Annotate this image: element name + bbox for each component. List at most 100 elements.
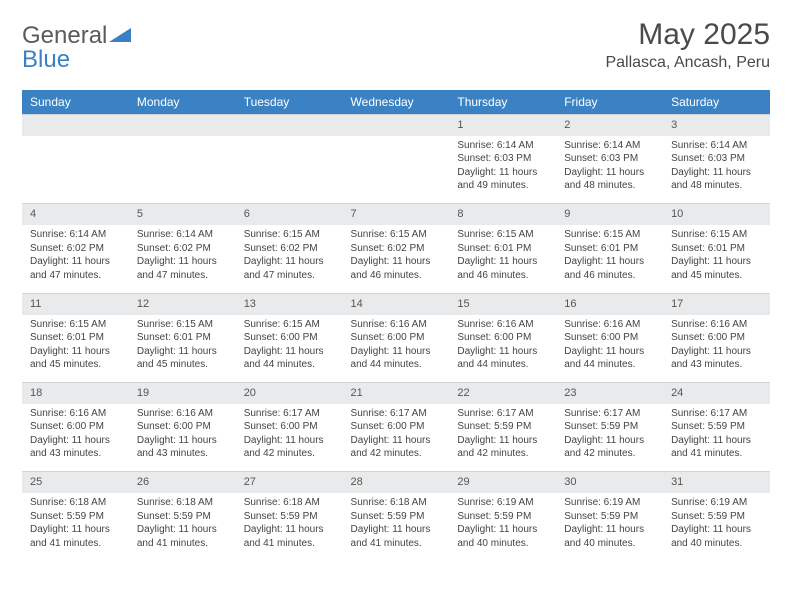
sunset-text: Sunset: 5:59 PM: [564, 420, 655, 434]
day-number-cell: 4: [22, 204, 129, 225]
daylight-text: and 43 minutes.: [137, 447, 228, 461]
day-number-cell: [236, 115, 343, 136]
day-detail-row: Sunrise: 6:14 AMSunset: 6:03 PMDaylight:…: [22, 136, 770, 204]
daylight-text: and 44 minutes.: [351, 358, 442, 372]
daylight-text: Daylight: 11 hours: [564, 255, 655, 269]
sunrise-text: Sunrise: 6:17 AM: [457, 407, 548, 421]
sunrise-text: Sunrise: 6:14 AM: [564, 139, 655, 153]
sunset-text: Sunset: 6:01 PM: [564, 242, 655, 256]
day-number-cell: 31: [663, 472, 770, 493]
daylight-text: Daylight: 11 hours: [351, 255, 442, 269]
daylight-text: Daylight: 11 hours: [351, 523, 442, 537]
daylight-text: and 45 minutes.: [30, 358, 121, 372]
day-number-cell: 26: [129, 472, 236, 493]
daylight-text: and 47 minutes.: [30, 269, 121, 283]
day-number-cell: 17: [663, 293, 770, 314]
page-header: General May 2025 Pallasca, Ancash, Peru: [22, 18, 770, 72]
day-header: Monday: [129, 90, 236, 115]
sunset-text: Sunset: 6:00 PM: [244, 420, 335, 434]
location-text: Pallasca, Ancash, Peru: [605, 54, 770, 72]
day-detail-row: Sunrise: 6:14 AMSunset: 6:02 PMDaylight:…: [22, 225, 770, 293]
day-number-cell: 9: [556, 204, 663, 225]
sunset-text: Sunset: 6:02 PM: [30, 242, 121, 256]
day-number-row: 11121314151617: [22, 293, 770, 314]
daylight-text: Daylight: 11 hours: [671, 255, 762, 269]
sunrise-text: Sunrise: 6:14 AM: [671, 139, 762, 153]
sunrise-text: Sunrise: 6:16 AM: [457, 318, 548, 332]
sunset-text: Sunset: 6:00 PM: [351, 420, 442, 434]
sunrise-text: Sunrise: 6:17 AM: [351, 407, 442, 421]
sunrise-text: Sunrise: 6:15 AM: [30, 318, 121, 332]
day-number-row: 25262728293031: [22, 472, 770, 493]
day-detail-cell: Sunrise: 6:16 AMSunset: 6:00 PMDaylight:…: [129, 404, 236, 472]
calendar-body: 123Sunrise: 6:14 AMSunset: 6:03 PMDaylig…: [22, 115, 770, 562]
sunset-text: Sunset: 6:01 PM: [671, 242, 762, 256]
sunset-text: Sunset: 5:59 PM: [671, 510, 762, 524]
sunrise-text: Sunrise: 6:19 AM: [564, 496, 655, 510]
day-detail-cell: [236, 136, 343, 204]
daylight-text: and 47 minutes.: [244, 269, 335, 283]
sunrise-text: Sunrise: 6:15 AM: [244, 228, 335, 242]
day-number-cell: 27: [236, 472, 343, 493]
daylight-text: and 46 minutes.: [457, 269, 548, 283]
day-number-cell: 14: [343, 293, 450, 314]
daylight-text: and 41 minutes.: [137, 537, 228, 551]
day-number-cell: 16: [556, 293, 663, 314]
day-detail-cell: Sunrise: 6:16 AMSunset: 6:00 PMDaylight:…: [663, 315, 770, 383]
day-number-cell: 1: [449, 115, 556, 136]
sunrise-text: Sunrise: 6:16 AM: [671, 318, 762, 332]
daylight-text: and 43 minutes.: [671, 358, 762, 372]
day-detail-cell: Sunrise: 6:17 AMSunset: 5:59 PMDaylight:…: [556, 404, 663, 472]
daylight-text: Daylight: 11 hours: [671, 345, 762, 359]
daylight-text: and 41 minutes.: [671, 447, 762, 461]
daylight-text: Daylight: 11 hours: [244, 523, 335, 537]
daylight-text: and 44 minutes.: [457, 358, 548, 372]
sunset-text: Sunset: 5:59 PM: [137, 510, 228, 524]
sunrise-text: Sunrise: 6:15 AM: [457, 228, 548, 242]
day-header: Sunday: [22, 90, 129, 115]
day-detail-cell: Sunrise: 6:16 AMSunset: 6:00 PMDaylight:…: [22, 404, 129, 472]
day-number-cell: 11: [22, 293, 129, 314]
sunset-text: Sunset: 5:59 PM: [30, 510, 121, 524]
day-detail-cell: Sunrise: 6:16 AMSunset: 6:00 PMDaylight:…: [556, 315, 663, 383]
daylight-text: and 45 minutes.: [137, 358, 228, 372]
sunset-text: Sunset: 6:00 PM: [137, 420, 228, 434]
daylight-text: Daylight: 11 hours: [457, 345, 548, 359]
sunset-text: Sunset: 6:01 PM: [137, 331, 228, 345]
day-number-cell: 22: [449, 383, 556, 404]
day-header: Thursday: [449, 90, 556, 115]
sunset-text: Sunset: 6:03 PM: [671, 152, 762, 166]
day-detail-cell: [343, 136, 450, 204]
day-detail-cell: Sunrise: 6:14 AMSunset: 6:03 PMDaylight:…: [556, 136, 663, 204]
sunrise-text: Sunrise: 6:16 AM: [351, 318, 442, 332]
sunrise-text: Sunrise: 6:17 AM: [671, 407, 762, 421]
sunset-text: Sunset: 6:02 PM: [351, 242, 442, 256]
daylight-text: and 40 minutes.: [564, 537, 655, 551]
day-detail-cell: Sunrise: 6:17 AMSunset: 5:59 PMDaylight:…: [449, 404, 556, 472]
day-number-cell: [22, 115, 129, 136]
day-number-row: 123: [22, 115, 770, 136]
daylight-text: Daylight: 11 hours: [244, 434, 335, 448]
day-detail-cell: Sunrise: 6:18 AMSunset: 5:59 PMDaylight:…: [129, 493, 236, 561]
brand-text-blue: Blue: [22, 46, 70, 74]
day-number-cell: 7: [343, 204, 450, 225]
calendar-header-row: SundayMondayTuesdayWednesdayThursdayFrid…: [22, 90, 770, 115]
daylight-text: and 41 minutes.: [244, 537, 335, 551]
sunrise-text: Sunrise: 6:15 AM: [137, 318, 228, 332]
daylight-text: and 42 minutes.: [457, 447, 548, 461]
day-number-cell: 10: [663, 204, 770, 225]
day-detail-cell: Sunrise: 6:16 AMSunset: 6:00 PMDaylight:…: [343, 315, 450, 383]
day-detail-row: Sunrise: 6:18 AMSunset: 5:59 PMDaylight:…: [22, 493, 770, 561]
daylight-text: Daylight: 11 hours: [564, 166, 655, 180]
daylight-text: and 44 minutes.: [244, 358, 335, 372]
day-detail-cell: Sunrise: 6:19 AMSunset: 5:59 PMDaylight:…: [449, 493, 556, 561]
month-title: May 2025: [605, 18, 770, 52]
day-detail-cell: [22, 136, 129, 204]
sunrise-text: Sunrise: 6:15 AM: [244, 318, 335, 332]
day-detail-cell: Sunrise: 6:17 AMSunset: 5:59 PMDaylight:…: [663, 404, 770, 472]
daylight-text: and 46 minutes.: [351, 269, 442, 283]
sunset-text: Sunset: 6:01 PM: [457, 242, 548, 256]
daylight-text: and 45 minutes.: [671, 269, 762, 283]
sunset-text: Sunset: 6:00 PM: [351, 331, 442, 345]
day-number-cell: 6: [236, 204, 343, 225]
